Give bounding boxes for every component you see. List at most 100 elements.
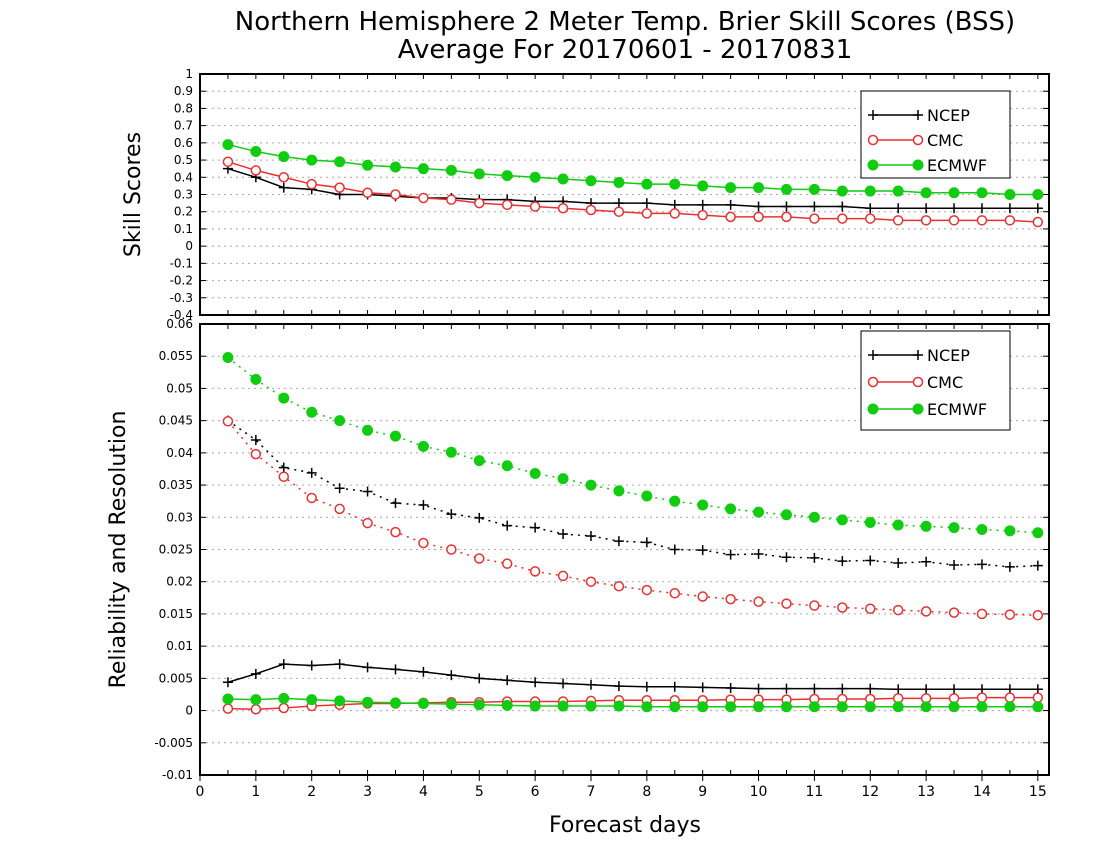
y-tick-label: 0.6: [174, 136, 193, 150]
data-point-open-circle: [948, 607, 960, 618]
data-point-plus: [334, 483, 345, 494]
data-point-filled-circle: [529, 171, 541, 183]
data-point-filled-circle: [892, 701, 904, 713]
legend-box: [860, 90, 1011, 179]
y-tick-label: 0.06: [166, 317, 193, 331]
data-point-filled-circle: [529, 467, 541, 479]
data-point-open-circle: [222, 416, 234, 427]
data-point-open-circle: [837, 602, 848, 613]
data-point-open-circle: [390, 526, 401, 538]
data-point-filled-circle: [920, 187, 932, 199]
data-point-plus: [250, 434, 261, 445]
data-point-plus: [250, 668, 261, 679]
data-point-plus: [641, 537, 652, 548]
data-point-filled-circle: [278, 692, 290, 704]
data-point-open-circle: [920, 606, 932, 617]
data-point-plus: [893, 558, 904, 569]
data-point-plus: [809, 552, 820, 563]
data-point-open-circle: [976, 692, 988, 703]
y-tick-label: 0.3: [174, 188, 193, 202]
data-point-filled-circle: [836, 185, 848, 197]
data-point-open-circle: [781, 598, 792, 609]
data-point-open-circle: [976, 215, 988, 226]
x-tick-label: 0: [196, 784, 205, 800]
data-point-plus: [781, 683, 792, 694]
data-point-plus: [613, 198, 624, 209]
data-point-plus: [837, 556, 848, 567]
data-point-open-circle: [725, 593, 736, 605]
data-point-filled-circle: [948, 522, 960, 534]
legend-label-ecmwf: ECMWF: [927, 400, 987, 419]
data-point-filled-circle: [836, 701, 848, 713]
data-point-open-circle: [912, 134, 924, 146]
data-point-plus: [697, 199, 708, 210]
data-point-filled-circle: [641, 178, 653, 190]
y-tick-label: 0.1: [174, 222, 193, 236]
data-point-filled-circle: [948, 187, 960, 199]
y-tick-label: -0.1: [170, 256, 193, 270]
data-point-open-circle: [669, 588, 681, 599]
data-point-plus: [725, 199, 736, 210]
legend-box: [860, 330, 1011, 431]
data-point-filled-circle: [1032, 189, 1044, 200]
data-point-filled-circle: [585, 700, 597, 712]
data-point-filled-circle: [306, 694, 318, 706]
data-point-open-circle: [278, 172, 290, 183]
data-point-filled-circle: [557, 473, 569, 485]
data-point-filled-circle: [1032, 701, 1044, 713]
data-point-filled-circle: [1004, 525, 1016, 537]
data-point-filled-circle: [445, 164, 457, 176]
data-point-open-circle: [697, 209, 708, 221]
data-point-plus: [781, 552, 792, 563]
data-point-filled-circle: [976, 524, 988, 536]
y-tick-label: -0.3: [170, 291, 193, 305]
data-point-plus: [893, 684, 904, 695]
data-point-filled-circle: [725, 503, 737, 515]
data-point-open-circle: [222, 156, 234, 168]
data-point-filled-circle: [334, 156, 346, 168]
data-point-filled-circle: [864, 185, 876, 197]
y-tick-label: -0.005: [154, 736, 193, 750]
data-point-plus: [530, 677, 541, 688]
data-point-open-circle: [585, 204, 597, 216]
data-point-filled-circle: [780, 183, 792, 195]
data-point-plus: [697, 682, 708, 693]
data-point-plus: [558, 529, 569, 540]
data-point-open-circle: [669, 208, 681, 219]
data-point-plus: [753, 683, 764, 694]
data-point-open-circle: [613, 206, 625, 217]
data-point-plus: [921, 203, 932, 214]
x-tick-label: 13: [917, 784, 935, 800]
y-tick-label: 0.025: [159, 543, 193, 557]
data-point-plus: [976, 559, 987, 570]
data-point-filled-circle: [867, 159, 879, 171]
data-point-filled-circle: [976, 701, 988, 713]
data-point-open-circle: [501, 199, 513, 211]
series-line: [227, 420, 1038, 568]
data-point-plus: [502, 675, 513, 686]
series-line: [227, 696, 1038, 711]
series-line: [227, 420, 1038, 616]
data-point-filled-circle: [613, 485, 625, 497]
data-point-plus: [1032, 560, 1043, 571]
y-tick-label: 0.055: [159, 349, 193, 363]
data-point-plus: [306, 467, 317, 478]
data-point-plus: [697, 545, 708, 556]
data-point-open-circle: [1004, 609, 1016, 620]
data-point-filled-circle: [557, 173, 569, 185]
legend-label-cmc: CMC: [927, 131, 963, 150]
data-point-open-circle: [865, 213, 876, 224]
data-point-plus: [669, 544, 680, 555]
data-point-open-circle: [334, 503, 345, 515]
data-point-filled-circle: [669, 178, 681, 190]
data-point-filled-circle: [306, 154, 318, 166]
data-point-plus: [868, 110, 878, 120]
data-point-plus: [641, 681, 652, 692]
data-point-plus: [446, 509, 457, 520]
data-point-open-circle: [892, 604, 904, 616]
data-point-plus: [446, 670, 457, 681]
data-point-plus: [976, 203, 987, 214]
x-tick-label: 15: [1029, 784, 1047, 800]
data-point-filled-circle: [641, 490, 653, 502]
data-point-plus: [949, 684, 960, 695]
